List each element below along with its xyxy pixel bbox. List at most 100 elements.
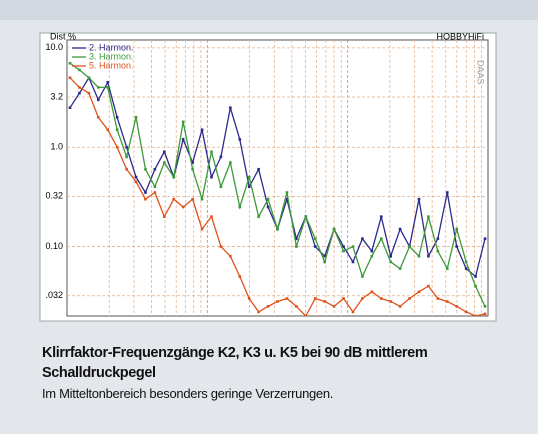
point-marker: [379, 215, 383, 218]
plot-area: [66, 39, 489, 317]
point-marker: [181, 120, 185, 124]
point-marker: [210, 150, 213, 154]
point-marker: [115, 145, 119, 149]
point-marker: [342, 297, 345, 300]
point-marker: [295, 305, 298, 308]
point-marker: [389, 260, 392, 264]
point-marker: [229, 254, 232, 258]
point-marker: [200, 128, 204, 132]
point-marker: [304, 215, 308, 218]
point-marker: [125, 155, 128, 159]
point-marker: [445, 191, 449, 194]
point-marker: [115, 116, 119, 119]
point-marker: [455, 245, 459, 248]
point-marker: [144, 197, 147, 201]
point-marker: [181, 205, 185, 209]
point-marker: [304, 314, 308, 316]
point-marker: [483, 312, 487, 316]
point-marker: [200, 197, 204, 201]
point-marker: [153, 185, 157, 189]
point-marker: [379, 237, 383, 240]
point-marker: [68, 61, 72, 65]
point-marker: [398, 227, 402, 231]
point-marker: [78, 91, 81, 95]
point-marker: [210, 175, 213, 179]
point-marker: [351, 245, 355, 248]
point-marker: [247, 185, 251, 189]
point-marker: [238, 138, 242, 141]
point-marker: [238, 205, 242, 209]
point-marker: [276, 300, 279, 303]
y-tick-label: .032: [45, 290, 63, 300]
point-marker: [96, 98, 100, 102]
point-marker: [115, 128, 119, 132]
point-marker: [332, 227, 336, 231]
point-marker: [323, 254, 326, 258]
point-marker: [229, 106, 232, 109]
point-marker: [87, 76, 91, 80]
point-marker: [96, 116, 100, 119]
chart-frame: [39, 32, 497, 322]
y-axis-label: Dist %: [50, 31, 76, 41]
point-marker: [247, 175, 251, 179]
point-marker: [134, 175, 138, 179]
point-marker: [210, 215, 213, 218]
point-marker: [134, 116, 138, 119]
point-marker: [342, 249, 345, 253]
point-marker: [172, 175, 176, 179]
point-marker: [361, 297, 364, 300]
point-marker: [408, 245, 411, 248]
software-label: DAAS: [476, 60, 486, 85]
point-marker: [257, 310, 260, 314]
point-marker: [351, 310, 355, 314]
point-marker: [464, 310, 468, 314]
point-marker: [257, 215, 260, 218]
point-marker: [370, 254, 374, 258]
point-marker: [238, 275, 242, 278]
point-marker: [417, 197, 421, 201]
point-marker: [163, 161, 166, 164]
point-marker: [464, 260, 468, 264]
point-marker: [474, 284, 477, 288]
point-marker: [445, 267, 449, 270]
point-marker: [417, 290, 421, 294]
point-marker: [106, 81, 110, 84]
point-marker: [266, 197, 270, 201]
point-marker: [153, 191, 157, 194]
point-marker: [247, 297, 251, 300]
point-marker: [436, 249, 440, 253]
point-marker: [191, 197, 194, 201]
legend-label: 3. Harmon.: [89, 51, 134, 61]
point-marker: [427, 215, 430, 218]
point-marker: [181, 138, 185, 141]
point-marker: [398, 305, 402, 308]
point-marker: [445, 300, 449, 303]
point-marker: [464, 267, 468, 270]
point-marker: [78, 86, 81, 89]
point-marker: [68, 76, 72, 80]
point-marker: [295, 237, 298, 240]
point-marker: [436, 237, 440, 240]
point-marker: [379, 297, 383, 300]
point-marker: [285, 197, 289, 201]
y-tick-label: 0.10: [45, 241, 63, 251]
point-marker: [219, 155, 223, 159]
point-marker: [257, 167, 260, 171]
top-band: [0, 0, 538, 20]
point-marker: [191, 161, 194, 164]
point-marker: [285, 191, 289, 194]
point-marker: [144, 167, 147, 171]
point-marker: [427, 254, 430, 258]
point-marker: [219, 185, 223, 189]
point-marker: [313, 245, 317, 248]
point-marker: [483, 305, 487, 308]
y-tick-label: 10.0: [45, 42, 63, 52]
point-marker: [313, 237, 317, 240]
caption-text: Im Mitteltonbereich besonders geringe Ve…: [42, 386, 334, 401]
point-marker: [266, 205, 270, 209]
point-marker: [200, 227, 204, 231]
series-group: [68, 61, 487, 316]
point-marker: [427, 284, 430, 288]
point-marker: [125, 145, 128, 149]
